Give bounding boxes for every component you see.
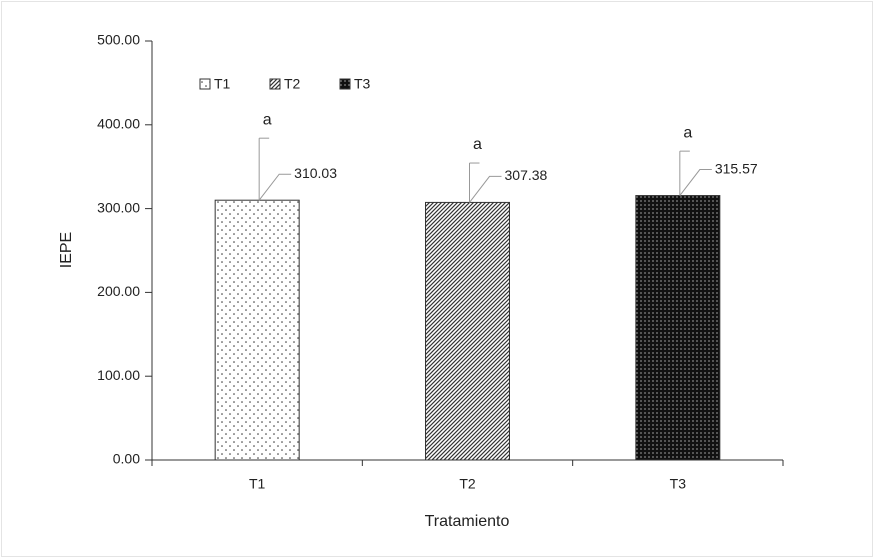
bar (214, 199, 300, 461)
legend-swatch (199, 78, 211, 90)
bar (635, 195, 721, 461)
legend-label: T3 (354, 76, 371, 92)
y-tick-label: 0.00 (113, 451, 140, 467)
y-axis-label: IEPE (58, 232, 75, 268)
significance-letter: a (263, 111, 272, 128)
x-tick-label: T3 (670, 476, 687, 492)
x-axis-label: Tratamiento (425, 513, 510, 530)
bar (425, 201, 510, 461)
significance-letter: a (683, 124, 692, 141)
legend-swatch (269, 78, 281, 90)
x-tick-label: T2 (459, 476, 476, 492)
x-tick-label: T1 (249, 476, 266, 492)
leader-line (258, 173, 292, 201)
y-tick-label: 200.00 (97, 283, 140, 299)
y-tick-label: 500.00 (97, 32, 140, 48)
y-tick-label: 300.00 (97, 199, 140, 215)
value-label: 310.03 (294, 165, 337, 181)
value-label: 307.38 (505, 167, 548, 183)
legend-label: T2 (284, 76, 301, 92)
y-tick-label: 100.00 (97, 367, 140, 383)
legend-swatch (339, 78, 351, 90)
significance-letter: a (473, 136, 482, 153)
y-tick-label: 400.00 (97, 116, 140, 132)
legend-label: T1 (214, 76, 231, 92)
value-label: 315.57 (715, 160, 758, 176)
leader-line (469, 175, 502, 203)
leader-line (679, 169, 712, 196)
